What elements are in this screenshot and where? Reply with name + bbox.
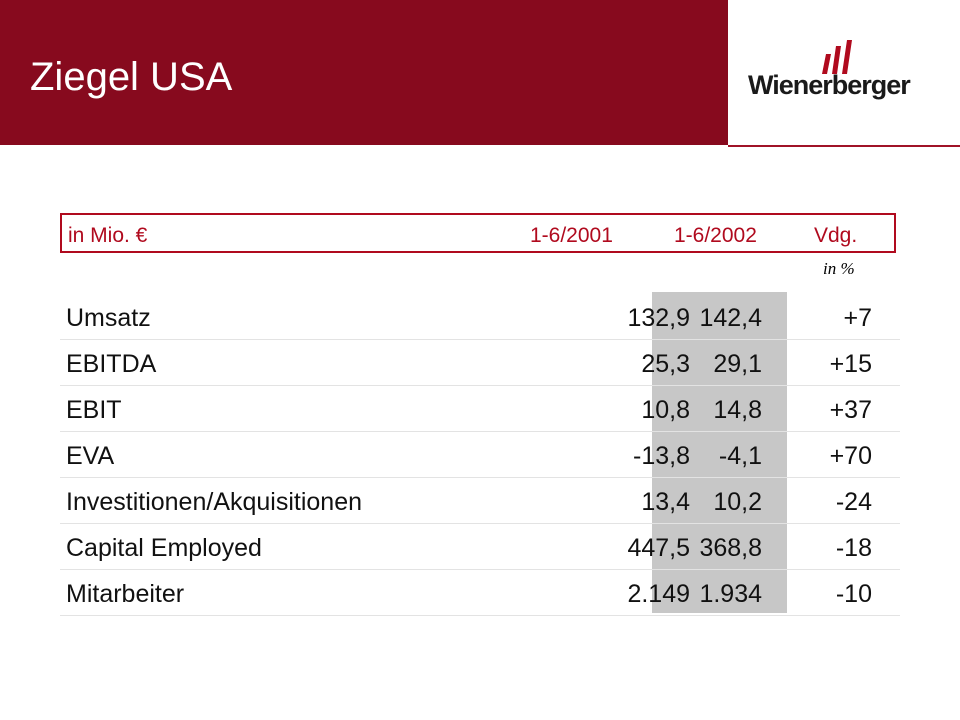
header-unit: in Mio. € — [68, 224, 148, 247]
change-unit-note: in % — [823, 259, 855, 278]
header-2002: 1-6/2002 — [674, 224, 757, 247]
value-change: +70 — [829, 442, 872, 470]
header-change: Vdg. — [814, 224, 858, 247]
value-2001: -13,8 — [633, 442, 690, 470]
value-change: +7 — [843, 304, 872, 332]
row-label: Mitarbeiter — [66, 580, 185, 608]
value-2002: 142,4 — [699, 304, 762, 332]
row-label: EBITDA — [66, 350, 157, 378]
table-row: Capital Employed 447,5 368,8 -18 — [60, 523, 900, 570]
value-2001: 447,5 — [627, 534, 690, 562]
row-label: Investitionen/Akquisitionen — [66, 488, 363, 516]
value-change: -24 — [835, 488, 872, 516]
value-2002: 368,8 — [699, 534, 762, 562]
table-row: Mitarbeiter 2.149 1.934 -10 — [60, 569, 900, 616]
slide-title: Ziegel USA — [30, 55, 233, 99]
value-2001: 2.149 — [627, 580, 690, 608]
row-label: EVA — [66, 442, 115, 470]
value-2002: 14,8 — [713, 396, 762, 424]
value-2002: 1.934 — [699, 580, 762, 608]
table-row: EBITDA 25,3 29,1 +15 — [60, 339, 900, 386]
table-row: Umsatz 132,9 142,4 +7 — [60, 293, 900, 340]
value-2002: 29,1 — [713, 350, 762, 378]
table-header: in Mio. € 1-6/2001 1-6/2002 Vdg. — [60, 213, 896, 253]
value-2001: 25,3 — [641, 350, 690, 378]
value-change: -18 — [835, 534, 872, 562]
wienerberger-logo-mark — [822, 40, 852, 74]
value-change: +15 — [829, 350, 872, 378]
value-2001: 10,8 — [641, 396, 690, 424]
header-band — [0, 0, 728, 145]
header-2001: 1-6/2001 — [530, 224, 613, 247]
row-label: EBIT — [66, 396, 122, 424]
wienerberger-logo-text: Wienerberger — [748, 70, 911, 100]
table-row: EBIT 10,8 14,8 +37 — [60, 385, 900, 432]
value-change: +37 — [829, 396, 872, 424]
row-label: Capital Employed — [66, 534, 262, 562]
value-2002: 10,2 — [713, 488, 762, 516]
highlight-column-2002 — [652, 292, 787, 613]
row-label: Umsatz — [66, 304, 151, 332]
table-row: Investitionen/Akquisitionen 13,4 10,2 -2… — [60, 477, 900, 524]
value-2002: -4,1 — [718, 442, 762, 470]
value-2001: 13,4 — [641, 488, 690, 516]
table-row: EVA -13,8 -4,1 +70 — [60, 431, 900, 478]
value-2001: 132,9 — [627, 304, 690, 332]
value-change: -10 — [835, 580, 872, 608]
